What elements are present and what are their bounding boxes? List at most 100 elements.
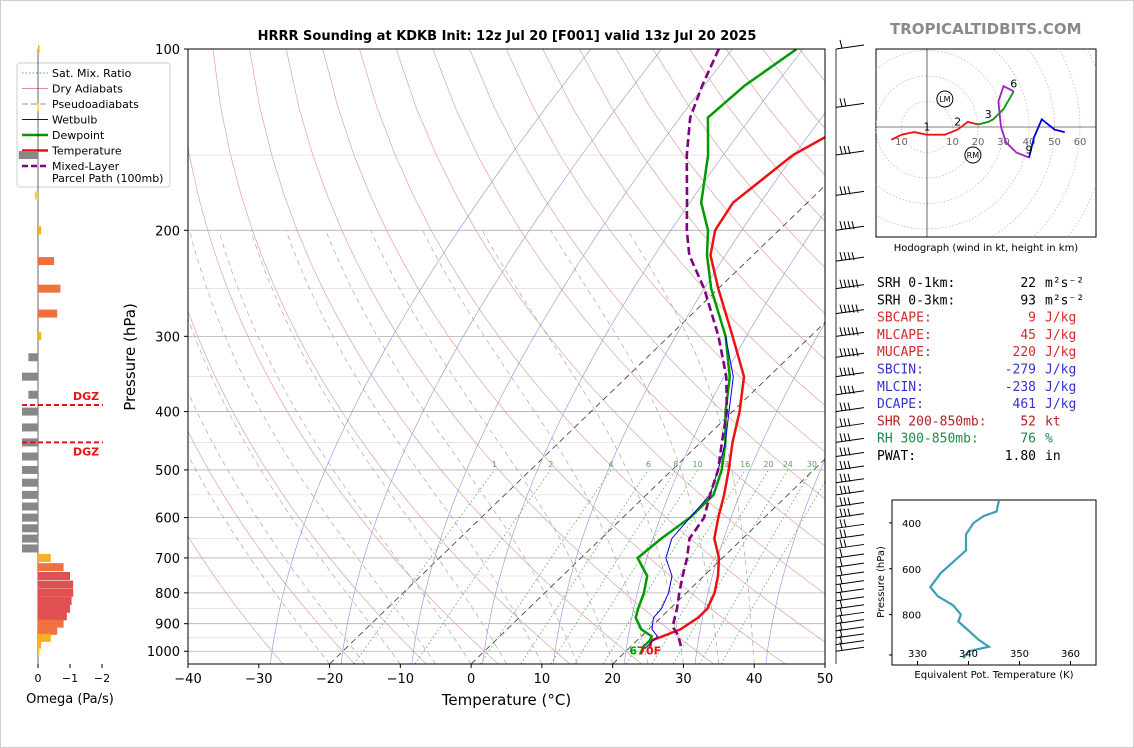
wind-barb-flag (839, 548, 843, 558)
theta-e-line (928, 500, 1001, 659)
dry-adiabat (395, 49, 825, 595)
wind-barb-flag (839, 628, 843, 637)
x-tick-label: −20 (316, 672, 343, 687)
omega-bar (38, 640, 42, 649)
wind-barb-staff (835, 588, 865, 594)
dry-adiabat (188, 430, 355, 664)
wind-barb-flag (839, 529, 843, 538)
wind-barb-flag (847, 402, 851, 411)
hodograph-chart: 10 10 20 30 40 50 60 1 2 3 6 9 LM RM Hodograph (wind i… (875, 48, 1097, 254)
wind-barb-flag (843, 367, 847, 376)
y-tick-label: 100 (155, 43, 180, 58)
legend-label: Temperature (51, 145, 122, 158)
omega-bar (22, 502, 38, 511)
wind-barb-flag (843, 433, 847, 442)
wind-barb-flag (839, 607, 843, 616)
index-value: -279 (1005, 363, 1036, 378)
index-unit: J/kg (1045, 380, 1076, 395)
wind-barb-flag (839, 304, 843, 313)
dgz-label: DGZ (73, 390, 99, 403)
wind-barb-flag (847, 348, 851, 357)
hodograph-title: Hodograph (wind in kt, height in km) (894, 243, 1079, 254)
wind-barb-flag (843, 251, 847, 261)
wind-barb-staff (835, 543, 865, 549)
omega-bar (22, 465, 38, 474)
omega-x-tick-label: 0 (35, 672, 42, 685)
omega-bar (37, 103, 39, 112)
index-unit: J/kg (1045, 328, 1076, 343)
omega-bar (38, 226, 42, 235)
wind-barb-staff (835, 580, 865, 586)
index-unit: J/kg (1045, 363, 1076, 378)
wind-barb-flag (839, 575, 843, 584)
mixing-ratio-line (479, 469, 612, 664)
mixing-ratio-label: 8 (673, 460, 678, 469)
hodograph-frame (875, 48, 1097, 238)
pseudoadiabat (188, 391, 366, 664)
wind-barb-flag (843, 485, 847, 494)
wind-barb-flag (847, 186, 851, 195)
hodograph-plot-area: 10 10 20 30 40 50 60 1 2 3 6 9 LM RM (876, 49, 1096, 237)
x-tick-label: 30 (675, 672, 692, 687)
omega-bar (38, 309, 58, 318)
wind-barb-flag (847, 447, 851, 456)
index-unit: J/kg (1045, 397, 1076, 412)
dry-adiabat (249, 49, 643, 664)
index-row: MLCAPE: 45 J/kg (877, 328, 1076, 343)
wind-barb-staff (835, 102, 865, 108)
index-label: DCAPE: (877, 397, 924, 412)
moist-line (482, 49, 804, 664)
index-unit: kt (1045, 414, 1061, 429)
index-label: MLCAPE: (877, 328, 932, 343)
omega-bar (22, 534, 38, 543)
wind-barb-staff (835, 646, 865, 652)
index-table: SRH 0-1km: 22 m²s⁻² SRH 0-3km: 93 m²s⁻² SBCAPE… (877, 276, 1084, 464)
wind-barb-flag (847, 418, 851, 427)
moist-line (694, 322, 825, 664)
wind-barb-flag (847, 385, 851, 394)
moist-line (623, 211, 825, 664)
legend-label: Wetbulb (52, 114, 97, 127)
legend-box (16, 62, 171, 188)
wind-barb-flag (839, 98, 843, 107)
wind-barb-flag (855, 327, 859, 336)
omega-bar (38, 588, 74, 597)
series-line-mixed-layer-parcel-path-100mb- (671, 49, 729, 647)
wind-barb-flag (855, 304, 859, 313)
index-unit: % (1045, 432, 1053, 447)
wind-barb-flag (843, 529, 847, 538)
wind-barb-flag (839, 508, 843, 517)
mixing-ratio-line (699, 469, 813, 664)
index-value: -238 (1005, 380, 1036, 395)
mixing-ratio-line (626, 469, 746, 664)
index-value: 220 (1013, 345, 1036, 360)
x-tick-label: −40 (174, 672, 201, 687)
omega-bar (38, 604, 70, 613)
index-value: 22 (1020, 276, 1036, 291)
wind-barb-flag (843, 304, 847, 313)
wind-barb-flag (847, 279, 851, 288)
wind-barb-flag (851, 279, 855, 288)
x-tick-label: 50 (817, 672, 834, 687)
series-line-wetbulb (644, 336, 734, 649)
wind-barb-flag (843, 186, 847, 195)
wind-barb-flag (839, 485, 843, 494)
hodograph-tick-label: 50 (1048, 137, 1061, 148)
hodograph-height-label: 1 (924, 121, 931, 134)
wind-barb-staff (835, 571, 865, 577)
wind-barb-flag (839, 497, 843, 506)
dry-adiabat (505, 49, 825, 453)
wind-barb-flag (839, 591, 843, 601)
y-tick-label: 500 (155, 464, 180, 479)
wind-barb-flag (843, 508, 847, 517)
wind-barb-flag (843, 348, 847, 357)
wind-barb-flag (847, 485, 851, 494)
dry-adiabat (285, 49, 714, 664)
index-label: SBCAPE: (877, 311, 932, 326)
omega-bar (38, 553, 51, 562)
wind-barb-flag (843, 279, 847, 288)
theta-e-y-tick-label: 800 (902, 611, 921, 622)
index-value: 93 (1020, 293, 1036, 308)
pseudoadiabat (250, 230, 507, 664)
wind-barb-flag (839, 447, 843, 456)
